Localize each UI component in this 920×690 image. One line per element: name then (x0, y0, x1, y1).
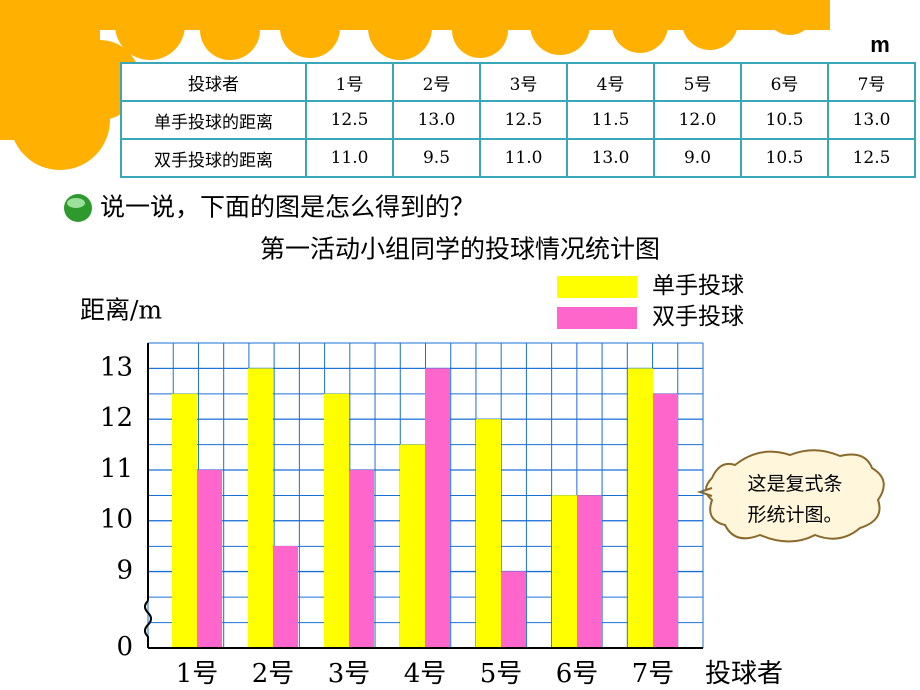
table-cell: 12.5 (305, 100, 394, 140)
x-tick-label: 1号 (176, 659, 219, 689)
bar (349, 469, 374, 648)
cloud-decoration (0, 0, 830, 170)
table-row: 单手投球的距离 12.5 13.0 12.5 11.5 12.0 10.5 13.0 (120, 100, 916, 140)
bar (273, 546, 298, 648)
table-cell: 12.5 (479, 100, 568, 140)
x-tick-label: 7号 (632, 659, 675, 689)
bar (577, 495, 602, 648)
table-cell: 3号 (479, 62, 568, 102)
x-tick-label: 2号 (252, 659, 295, 689)
bar (501, 571, 526, 648)
x-tick-label: 6号 (556, 659, 599, 689)
table-cell: 投球者 (120, 62, 307, 102)
bar (400, 444, 425, 648)
bar (248, 368, 273, 648)
table-cell: 4号 (566, 62, 655, 102)
legend-label: 单手投球 (652, 273, 744, 299)
table-cell: 13.0 (392, 100, 481, 140)
x-axis-label: 投球者 (705, 659, 783, 689)
bar (552, 495, 577, 648)
y-tick-label: 10 (100, 505, 133, 535)
bar (653, 393, 678, 648)
table-row: 双手投球的距离 11.0 9.5 11.0 13.0 9.0 10.5 12.5 (120, 138, 916, 178)
table-cell: 7号 (827, 62, 916, 102)
bubble-text: 这是复式条 (747, 473, 842, 495)
chart-title: 第一活动小组同学的投球情况统计图 (260, 235, 660, 264)
y-axis-label: 距离/m (80, 296, 162, 325)
legend-swatch (557, 307, 637, 329)
table-cell: 12.5 (827, 138, 916, 178)
table-header: 投球者 1号 2号 3号 4号 5号 6号 7号 (120, 62, 916, 102)
prompt-icon-shine (67, 198, 85, 208)
y-tick-label: 13 (100, 352, 133, 382)
table-cell: 13.0 (566, 138, 655, 178)
x-tick-label: 5号 (480, 659, 523, 689)
table-cell: 9.0 (653, 138, 742, 178)
table-cell: 10.5 (740, 138, 829, 178)
table-cell: 单手投球的距离 (120, 100, 307, 140)
legend-swatch (557, 276, 637, 298)
table-cell: 6号 (740, 62, 829, 102)
bar (197, 469, 222, 648)
speech-bubble-tail (696, 487, 713, 497)
table-cell: 10.5 (740, 100, 829, 140)
x-tick-label: 4号 (404, 659, 447, 689)
bar (476, 419, 501, 648)
table-cell: 11.0 (305, 138, 394, 178)
y-tick-label: 11 (100, 454, 133, 484)
bar (172, 393, 197, 648)
speech-bubble (705, 449, 885, 543)
bar (324, 393, 349, 648)
table-cell: 5号 (653, 62, 742, 102)
bubble-text: 形统计图。 (747, 504, 842, 526)
legend-label: 双手投球 (652, 304, 744, 330)
table-cell: 1号 (305, 62, 394, 102)
table-cell: 12.0 (653, 100, 742, 140)
y-tick-label: 12 (100, 403, 133, 433)
table-cell: 13.0 (827, 100, 916, 140)
x-tick-label: 3号 (328, 659, 371, 689)
unit: m (870, 32, 890, 57)
table-cell: 2号 (392, 62, 481, 102)
table-cell: 双手投球的距离 (120, 138, 307, 178)
bar (425, 368, 450, 648)
table-cell: 9.5 (392, 138, 481, 178)
axis-break (144, 600, 152, 648)
table-cell: 11.0 (479, 138, 568, 178)
table-cell: 11.5 (566, 100, 655, 140)
y-tick-label: 0 (116, 632, 133, 662)
prompt: 说一说，下面的图是怎么得到的？ (100, 193, 475, 222)
y-tick-label: 9 (116, 555, 133, 585)
bar (628, 368, 653, 648)
data-table: 投球者 1号 2号 3号 4号 5号 6号 7号 单手投球的距离 12.5 13.0 12.5 11.5… (120, 62, 916, 178)
